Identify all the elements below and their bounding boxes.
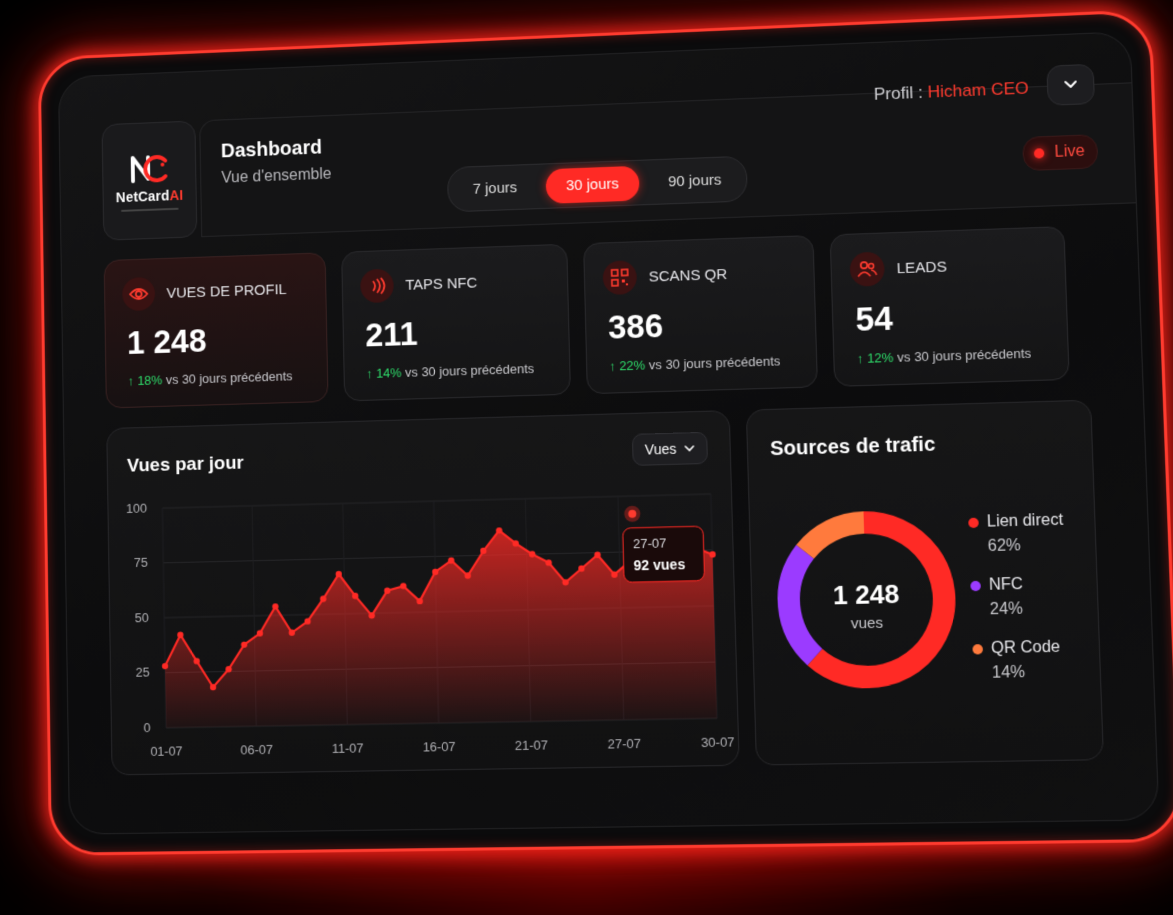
- legend-label: NFC: [989, 576, 1024, 595]
- live-label: Live: [1054, 143, 1085, 162]
- y-tick-label: 25: [136, 665, 150, 680]
- x-tick-label: 21-07: [515, 737, 549, 753]
- views-per-day-card: Vues par jour Vues 0: [106, 410, 739, 775]
- y-tick-label: 50: [135, 610, 149, 625]
- page-title: Dashboard: [221, 137, 322, 163]
- x-tick-label: 11-07: [332, 740, 364, 756]
- legend-dot-icon: [972, 644, 983, 654]
- live-dot-icon: [1034, 148, 1045, 158]
- users-icon: [849, 252, 885, 287]
- kpi-card-profile-views[interactable]: VUES DE PROFIL 1 248 ↑ 18% vs 30 jours p…: [104, 252, 329, 408]
- x-tick-label: 01-07: [150, 743, 182, 759]
- kpi-trend: ↑ 18% vs 30 jours précédents: [127, 368, 292, 388]
- x-tick-label: 06-07: [240, 742, 273, 758]
- metric-dropdown[interactable]: Vues: [631, 432, 708, 466]
- tooltip-date: 27-07: [633, 535, 667, 551]
- nfc-icon: [360, 269, 394, 304]
- legend-label: QR Code: [991, 638, 1061, 658]
- kpi-card-leads[interactable]: LEADS 54 ↑ 12% vs 30 jours précédents: [830, 226, 1070, 387]
- y-tick-label: 75: [134, 555, 148, 570]
- kpi-trend: ↑ 22% vs 30 jours précédents: [609, 353, 781, 373]
- grid-line: [162, 494, 710, 508]
- views-line-chart: 0 25 50 75 100 01-07 06-07 11-07 16-07 21-07 27-0…: [108, 471, 738, 770]
- legend-item-direct-link: Lien direct 62%: [968, 511, 1093, 557]
- donut-segment-qr-code[interactable]: [804, 523, 864, 552]
- y-tick-label: 100: [126, 500, 147, 516]
- logo-text: NetCardAI: [116, 187, 184, 205]
- legend-item-qr-code: QR Code 14%: [972, 638, 1098, 683]
- chevron-down-icon: [1063, 79, 1078, 90]
- donut-unit: vues: [851, 615, 884, 632]
- donut-total: 1 248: [832, 580, 899, 610]
- tooltip-value: 92 vues: [633, 557, 685, 574]
- metric-dropdown-label: Vues: [645, 441, 677, 458]
- traffic-sources-card: Sources de trafic 1 248 vues Lien direct…: [746, 400, 1104, 766]
- legend-label: Lien direct: [987, 512, 1064, 532]
- tablet-device: NetCardAI Dashboard Vue d'ensemble 7 jou…: [38, 9, 1173, 856]
- kpi-card-qr-scans[interactable]: SCANS QR 386 ↑ 22% vs 30 jours précédent…: [583, 235, 818, 394]
- kpi-label: SCANS QR: [649, 266, 728, 286]
- kpi-label: VUES DE PROFIL: [166, 281, 286, 302]
- donut-segment-nfc[interactable]: [787, 552, 814, 658]
- kpi-label: TAPS NFC: [405, 275, 477, 294]
- eye-icon: [122, 277, 155, 311]
- kpi-value: 211: [365, 315, 418, 354]
- legend-pct: 24%: [990, 599, 1096, 620]
- live-indicator[interactable]: Live: [1022, 134, 1099, 171]
- range-30-days-button[interactable]: 30 jours: [546, 165, 640, 203]
- logo-mark-icon: [127, 150, 172, 187]
- kpi-label: LEADS: [896, 258, 947, 277]
- range-7-days-button[interactable]: 7 jours: [453, 169, 538, 207]
- logo-tagline: [121, 207, 179, 211]
- x-tick-label: 16-07: [423, 739, 456, 755]
- legend-dot-icon: [970, 581, 981, 591]
- legend-dot-icon: [968, 518, 979, 528]
- kpi-trend: ↑ 12% vs 30 jours précédents: [856, 346, 1031, 366]
- qr-code-icon: [602, 260, 637, 295]
- legend-item-nfc: NFC 24%: [970, 574, 1096, 620]
- x-tick-label: 30-07: [701, 734, 735, 750]
- legend-pct: 14%: [992, 662, 1098, 682]
- chart-tooltip: 27-07 92 vues: [623, 526, 705, 582]
- profile-dropdown-button[interactable]: [1046, 64, 1095, 106]
- traffic-title: Sources de trafic: [770, 433, 936, 461]
- kpi-value: 1 248: [127, 322, 207, 362]
- peak-point-marker[interactable]: [624, 506, 640, 522]
- traffic-donut-chart: 1 248 vues: [764, 498, 970, 701]
- x-tick-label: 27-07: [607, 736, 641, 752]
- kpi-card-nfc-taps[interactable]: TAPS NFC 211 ↑ 14% vs 30 jours précédent…: [341, 244, 571, 402]
- kpi-trend: ↑ 14% vs 30 jours précédents: [366, 361, 534, 381]
- chevron-down-icon: [684, 445, 694, 452]
- logo[interactable]: NetCardAI: [102, 120, 198, 240]
- chart-title: Vues par jour: [127, 453, 244, 478]
- traffic-legend: Lien direct 62% NFC 24% QR Code 14%: [968, 511, 1099, 704]
- range-90-days-button[interactable]: 90 jours: [648, 161, 742, 199]
- profile-name: Hicham CEO: [927, 79, 1029, 102]
- legend-pct: 62%: [987, 535, 1093, 556]
- kpi-value: 54: [855, 300, 894, 339]
- y-tick-label: 0: [143, 720, 150, 735]
- kpi-value: 386: [608, 307, 664, 347]
- dashboard-screen: NetCardAI Dashboard Vue d'ensemble 7 jou…: [58, 31, 1160, 835]
